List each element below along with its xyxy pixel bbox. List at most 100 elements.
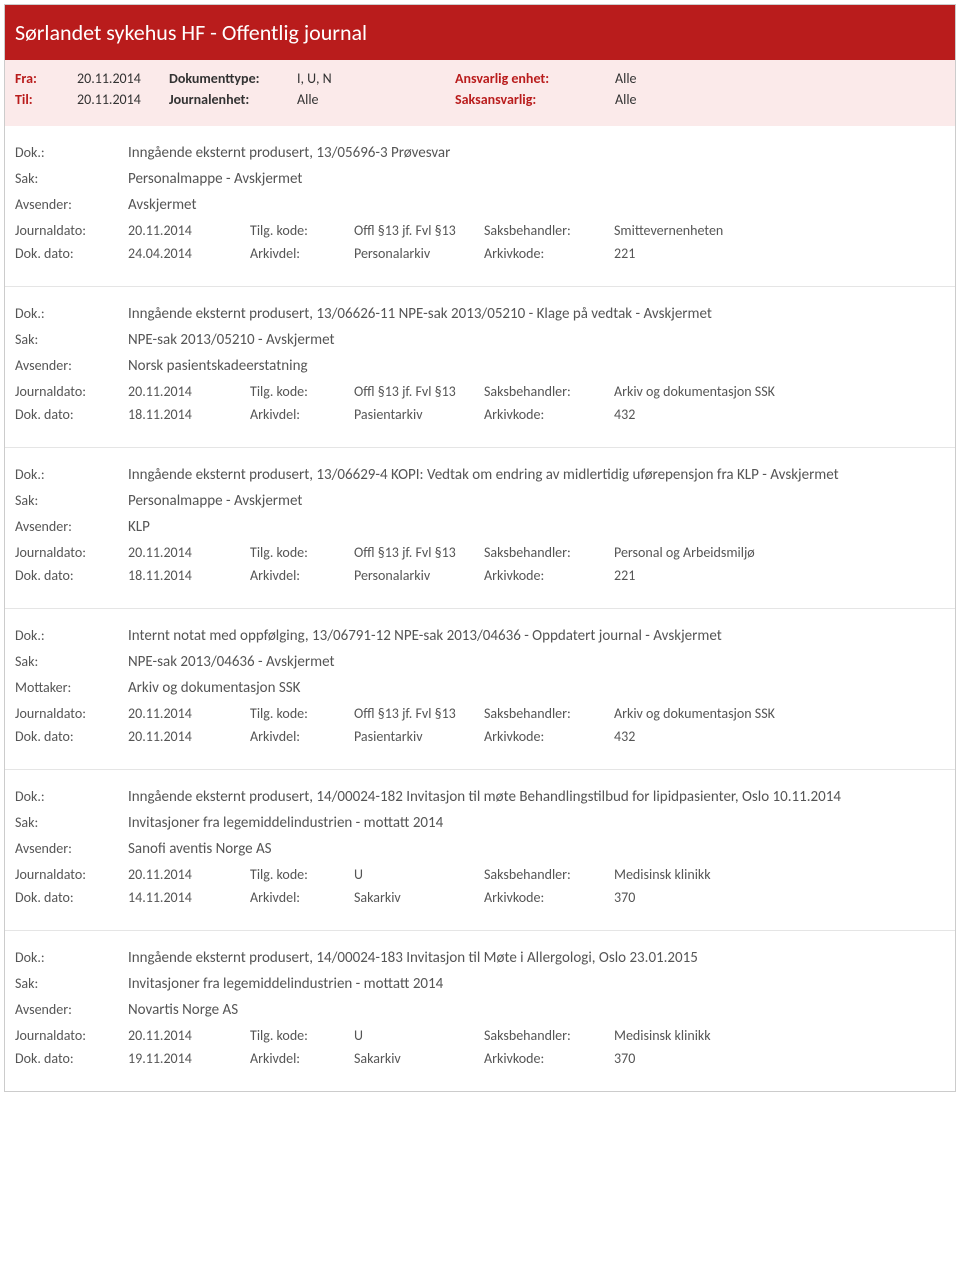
saksbehandler-label: Saksbehandler: (484, 544, 614, 561)
journaldato-value: 20.11.2014 (128, 705, 250, 722)
journaldato-label: Journaldato: (15, 222, 128, 239)
entries-list: Dok.:Inngående eksternt produsert, 13/05… (5, 126, 955, 1091)
page-title: Sørlandet sykehus HF - Offentlig journal (15, 19, 367, 46)
dokdato-value: 14.11.2014 (128, 889, 250, 906)
saksbehandler-label: Saksbehandler: (484, 866, 614, 883)
party-value: KLP (128, 518, 945, 536)
arkivkode-label: Arkivkode: (484, 406, 614, 423)
tilgkode-value: U (354, 866, 484, 883)
sak-value: Personalmappe - Avskjermet (128, 492, 945, 510)
dokdato-label: Dok. dato: (15, 889, 128, 906)
party-value: Avskjermet (128, 196, 945, 214)
dokdato-label: Dok. dato: (15, 1050, 128, 1067)
sak-label: Sak: (15, 814, 128, 831)
saksbehandler-value: Smittevernenheten (614, 222, 945, 239)
arkivdel-label: Arkivdel: (250, 245, 354, 262)
dokdato-value: 20.11.2014 (128, 728, 250, 745)
journaldato-label: Journaldato: (15, 866, 128, 883)
dokdato-label: Dok. dato: (15, 245, 128, 262)
sak-label: Sak: (15, 975, 128, 992)
journaldato-value: 20.11.2014 (128, 222, 250, 239)
journaldato-value: 20.11.2014 (128, 544, 250, 561)
arkivkode-label: Arkivkode: (484, 889, 614, 906)
journaldato-value: 20.11.2014 (128, 866, 250, 883)
journaldato-value: 20.11.2014 (128, 1027, 250, 1044)
saksansvarlig-label: Saksansvarlig: (455, 91, 615, 108)
doktype-label: Dokumenttype: (169, 70, 297, 87)
arkivdel-value: Sakarkiv (354, 889, 484, 906)
arkivdel-value: Sakarkiv (354, 1050, 484, 1067)
saksbehandler-value: Arkiv og dokumentasjon SSK (614, 383, 945, 400)
journal-entry: Dok.:Internt notat med oppfølging, 13/06… (5, 609, 955, 770)
tilgkode-label: Tilg. kode: (250, 383, 354, 400)
ansvarlig-label: Ansvarlig enhet: (455, 70, 615, 87)
sak-label: Sak: (15, 170, 128, 187)
party-value: Sanofi aventis Norge AS (128, 840, 945, 858)
tilgkode-value: Offl §13 jf. Fvl §13 (354, 544, 484, 561)
saksbehandler-label: Saksbehandler: (484, 383, 614, 400)
arkivdel-label: Arkivdel: (250, 406, 354, 423)
sak-label: Sak: (15, 653, 128, 670)
sak-value: Invitasjoner fra legemiddelindustrien - … (128, 975, 945, 993)
party-label: Avsender: (15, 518, 128, 535)
journal-entry: Dok.:Inngående eksternt produsert, 13/05… (5, 126, 955, 287)
tilgkode-label: Tilg. kode: (250, 222, 354, 239)
dokdato-label: Dok. dato: (15, 728, 128, 745)
journaldato-label: Journaldato: (15, 705, 128, 722)
dokdato-value: 18.11.2014 (128, 406, 250, 423)
dok-label: Dok.: (15, 466, 128, 483)
tilgkode-label: Tilg. kode: (250, 705, 354, 722)
sak-value: NPE-sak 2013/05210 - Avskjermet (128, 331, 945, 349)
dok-label: Dok.: (15, 627, 128, 644)
journal-entry: Dok.:Inngående eksternt produsert, 14/00… (5, 931, 955, 1091)
dok-label: Dok.: (15, 788, 128, 805)
dokdato-value: 19.11.2014 (128, 1050, 250, 1067)
arkivdel-value: Pasientarkiv (354, 406, 484, 423)
meta-row-1: Fra: 20.11.2014 Dokumenttype: I, U, N An… (15, 70, 945, 87)
tilgkode-value: Offl §13 jf. Fvl §13 (354, 705, 484, 722)
saksbehandler-value: Arkiv og dokumentasjon SSK (614, 705, 945, 722)
arkivdel-label: Arkivdel: (250, 889, 354, 906)
journaldato-label: Journaldato: (15, 1027, 128, 1044)
dok-value: Internt notat med oppfølging, 13/06791-1… (128, 627, 945, 645)
journal-entry: Dok.:Inngående eksternt produsert, 14/00… (5, 770, 955, 931)
til-label: Til: (15, 91, 77, 108)
saksbehandler-label: Saksbehandler: (484, 705, 614, 722)
party-value: Novartis Norge AS (128, 1001, 945, 1019)
arkivdel-label: Arkivdel: (250, 567, 354, 584)
tilgkode-label: Tilg. kode: (250, 1027, 354, 1044)
dok-value: Inngående eksternt produsert, 14/00024-1… (128, 788, 945, 806)
arkivkode-value: 432 (614, 406, 945, 423)
arkivdel-label: Arkivdel: (250, 728, 354, 745)
dokdato-label: Dok. dato: (15, 567, 128, 584)
doktype-value: I, U, N (297, 70, 455, 87)
dokdato-value: 24.04.2014 (128, 245, 250, 262)
dok-value: Inngående eksternt produsert, 13/05696-3… (128, 144, 945, 162)
ansvarlig-value: Alle (615, 70, 775, 87)
party-label: Avsender: (15, 196, 128, 213)
party-label: Avsender: (15, 840, 128, 857)
arkivkode-label: Arkivkode: (484, 245, 614, 262)
arkivkode-value: 370 (614, 1050, 945, 1067)
tilgkode-label: Tilg. kode: (250, 866, 354, 883)
dok-value: Inngående eksternt produsert, 13/06629-4… (128, 466, 945, 484)
party-label: Mottaker: (15, 679, 128, 696)
dok-value: Inngående eksternt produsert, 14/00024-1… (128, 949, 945, 967)
tilgkode-value: Offl §13 jf. Fvl §13 (354, 222, 484, 239)
sak-value: Invitasjoner fra legemiddelindustrien - … (128, 814, 945, 832)
arkivkode-label: Arkivkode: (484, 1050, 614, 1067)
journaldato-label: Journaldato: (15, 383, 128, 400)
dok-label: Dok.: (15, 144, 128, 161)
party-label: Avsender: (15, 1001, 128, 1018)
arkivdel-value: Pasientarkiv (354, 728, 484, 745)
fra-value: 20.11.2014 (77, 70, 169, 87)
tilgkode-label: Tilg. kode: (250, 544, 354, 561)
til-value: 20.11.2014 (77, 91, 169, 108)
journalenhet-value: Alle (297, 91, 455, 108)
party-value: Arkiv og dokumentasjon SSK (128, 679, 945, 697)
sak-value: Personalmappe - Avskjermet (128, 170, 945, 188)
journaldato-value: 20.11.2014 (128, 383, 250, 400)
arkivkode-value: 221 (614, 245, 945, 262)
arkivdel-label: Arkivdel: (250, 1050, 354, 1067)
saksbehandler-value: Medisinsk klinikk (614, 1027, 945, 1044)
